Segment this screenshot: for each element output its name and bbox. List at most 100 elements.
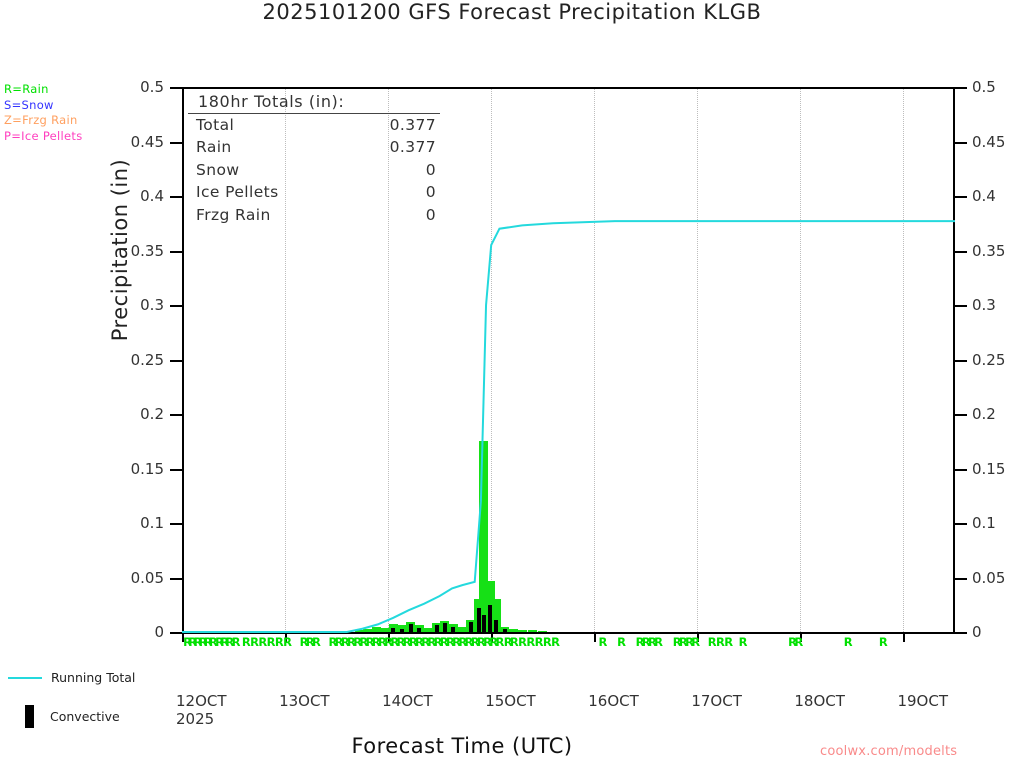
precip-type-marker: R	[328, 635, 338, 649]
precip-type-marker: R	[311, 635, 321, 649]
x-axis-tick-label: 19OCT	[897, 692, 948, 710]
y-axis-tick-label: 0.4	[972, 187, 996, 205]
precip-type-marker: R	[476, 635, 486, 649]
x-axis-tick-label: 12OCT	[176, 692, 227, 710]
precip-bar	[538, 630, 548, 632]
legend-item-ice-pellets: P=Ice Pellets	[4, 128, 83, 143]
precip-type-marker: R	[250, 635, 259, 649]
y-axis-tick-label: 0.25	[972, 350, 1006, 369]
y-axis-tick-label: 0.5	[972, 78, 996, 96]
precip-type-marker: R	[334, 635, 344, 649]
precip-type-marker: R	[647, 635, 657, 649]
y-axis-tick	[955, 632, 967, 634]
y-axis-tick	[955, 196, 967, 198]
precip-bar	[380, 627, 390, 632]
y-axis-tick-label: 0.1	[972, 514, 996, 532]
precip-type-marker: R	[654, 635, 664, 649]
gridline	[697, 89, 699, 632]
precip-bar	[354, 629, 364, 632]
precip-type-marker: R	[678, 635, 688, 649]
precip-type-legend: R=Rain S=Snow Z=Frzg Rain P=Ice Pellets	[4, 82, 82, 144]
totals-box: 180hr Totals (in): Total 0.377 Rain 0.37…	[188, 90, 440, 226]
precip-type-marker: R	[208, 635, 218, 649]
precip-type-marker: R	[542, 635, 552, 649]
totals-label: Snow	[196, 160, 240, 179]
precip-type-marker: R	[439, 635, 449, 649]
gridline	[491, 89, 493, 632]
plot-area	[182, 87, 955, 633]
legend-convective: Convective	[18, 705, 120, 728]
precip-type-marker: R	[384, 635, 393, 649]
precip-bar	[372, 626, 382, 632]
y-axis-tick	[955, 141, 967, 144]
legend-running-total: Running Total	[8, 670, 135, 685]
precip-type-marker: R	[495, 635, 505, 649]
precipitation-bars	[182, 87, 955, 632]
precip-type-marker: R	[458, 635, 468, 649]
precip-type-marker: R	[635, 635, 645, 649]
y-axis-tick-label: 0.5	[140, 78, 164, 96]
convective-bar	[481, 614, 486, 632]
y-axis-tick	[170, 250, 182, 253]
totals-value: 0	[425, 160, 436, 179]
y-axis-tick-label: 0.3	[140, 296, 164, 314]
running-total-line	[182, 220, 955, 633]
totals-label: Rain	[196, 138, 232, 157]
totals-label: Total	[196, 116, 235, 134]
precip-type-marker: R	[724, 635, 734, 649]
precip-type-marker: R	[371, 635, 381, 649]
watermark: coolwx.com/modelts	[820, 744, 958, 759]
precip-type-marker: R	[509, 635, 519, 649]
convective-bar	[434, 625, 439, 632]
y-axis-tick-label: 0.1	[140, 514, 164, 532]
totals-value: 0	[425, 183, 436, 202]
y-axis-tick-label: 0.35	[130, 241, 164, 260]
precip-type-marker: R	[225, 635, 235, 649]
precip-type-marker: R	[220, 635, 230, 649]
totals-row: Ice Pellets 0	[188, 181, 440, 203]
totals-value: 0.377	[389, 116, 436, 134]
convective-bar	[399, 628, 404, 632]
gridline	[388, 89, 390, 632]
convective-bar	[502, 628, 507, 632]
y-axis-title: Precipitation (in)	[108, 158, 132, 342]
x-axis-tick	[697, 633, 700, 642]
totals-row: Total 0.377	[188, 114, 440, 136]
precip-type-marker: R	[415, 635, 424, 649]
convective-bar	[494, 620, 499, 632]
precip-type-marker: R	[365, 635, 375, 649]
precip-bar	[527, 629, 537, 632]
convective-bar	[391, 627, 396, 632]
y-axis-tick-label: 0.25	[130, 350, 164, 369]
precip-type-marker: R	[788, 635, 797, 649]
y-axis-tick	[955, 523, 967, 525]
y-axis-tick	[170, 141, 182, 144]
precip-type-marker: R	[518, 635, 527, 649]
convective-bar	[451, 626, 456, 632]
x-axis-year-label: 2025	[176, 710, 215, 728]
precip-type-marker: R	[258, 635, 268, 649]
x-axis-tick	[491, 633, 494, 642]
precip-type-marker: R	[188, 635, 198, 649]
y-axis-tick-label: 0.45	[972, 132, 1006, 151]
convective-bar	[488, 604, 493, 632]
precip-type-marker: R	[390, 635, 400, 649]
y-axis-tick-label: 0.45	[130, 132, 164, 151]
gridline	[800, 89, 802, 632]
convective-bar	[442, 623, 447, 632]
x-axis-tick-label: 18OCT	[794, 692, 845, 710]
y-axis-tick-label: 0	[972, 623, 982, 641]
precip-bar	[363, 628, 373, 632]
bar-swatch-icon	[25, 705, 34, 728]
x-axis-tick	[285, 633, 288, 642]
y-axis-tick	[955, 250, 967, 253]
totals-label: Frzg Rain	[196, 205, 271, 224]
precip-type-marker: R	[617, 635, 626, 649]
precip-type-marker: R	[203, 635, 213, 649]
totals-value: 0	[425, 205, 436, 224]
precip-type-marker: R	[347, 635, 356, 649]
convective-bar	[408, 624, 413, 632]
precip-type-marker: R	[408, 635, 418, 649]
totals-row: Rain 0.377	[188, 136, 440, 158]
y-axis-tick-label: 0.15	[130, 459, 164, 478]
